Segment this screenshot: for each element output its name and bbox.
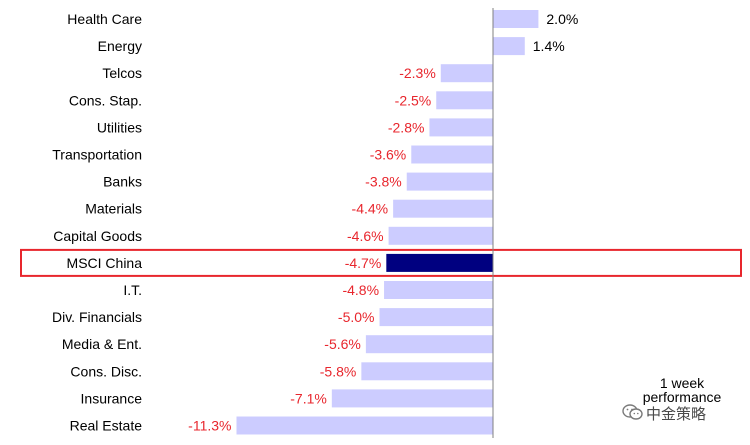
category-label: I.T. xyxy=(123,282,142,298)
annotation-text: 1 week performance xyxy=(642,375,722,405)
bar xyxy=(361,362,493,381)
value-label: 2.0% xyxy=(546,11,578,27)
category-label: Div. Financials xyxy=(52,309,142,325)
value-label: -7.1% xyxy=(290,390,327,406)
bar xyxy=(411,145,493,164)
value-label: -5.8% xyxy=(320,363,357,379)
bar xyxy=(388,226,493,245)
value-label: -3.6% xyxy=(370,147,407,163)
category-label: Transportation xyxy=(52,147,142,163)
category-label: Health Care xyxy=(67,11,142,27)
value-label: 1.4% xyxy=(533,38,565,54)
bar xyxy=(379,308,493,327)
bar xyxy=(429,118,493,137)
bar xyxy=(236,416,494,435)
value-label: -3.8% xyxy=(365,174,402,190)
watermark-text: 中金策略 xyxy=(646,406,707,423)
highlight-box xyxy=(20,248,742,277)
bar xyxy=(436,91,493,110)
bar xyxy=(331,389,493,408)
category-label: Banks xyxy=(103,174,142,190)
value-label: -2.8% xyxy=(388,119,425,135)
value-label: -5.6% xyxy=(324,336,361,352)
bar xyxy=(493,37,525,56)
category-label: Telcos xyxy=(102,65,142,81)
category-label: Materials xyxy=(85,201,142,217)
value-label: -11.3% xyxy=(188,418,231,434)
wechat-icon xyxy=(622,404,643,420)
category-label: Real Estate xyxy=(70,418,143,434)
bar xyxy=(384,281,493,299)
category-label: Insurance xyxy=(81,390,143,406)
category-label: Media & Ent. xyxy=(62,336,142,352)
category-label: Capital Goods xyxy=(53,228,142,244)
bar xyxy=(440,64,493,83)
category-label: MSCI China xyxy=(67,255,143,271)
bar xyxy=(393,199,493,218)
category-label: Cons. Stap. xyxy=(69,92,142,108)
value-label: -5.0% xyxy=(338,309,375,325)
bar xyxy=(406,172,493,191)
bar xyxy=(365,335,493,354)
category-label: Energy xyxy=(98,38,142,54)
value-label: -4.7% xyxy=(345,255,382,271)
value-label: -2.3% xyxy=(399,65,436,81)
category-label: Cons. Disc. xyxy=(70,363,142,379)
bar xyxy=(493,10,539,28)
bar xyxy=(386,253,493,272)
value-label: -4.8% xyxy=(342,282,379,298)
category-label: Utilities xyxy=(97,119,142,135)
value-label: -4.6% xyxy=(347,228,384,244)
value-label: -4.4% xyxy=(352,201,389,217)
value-label: -2.5% xyxy=(395,92,432,108)
